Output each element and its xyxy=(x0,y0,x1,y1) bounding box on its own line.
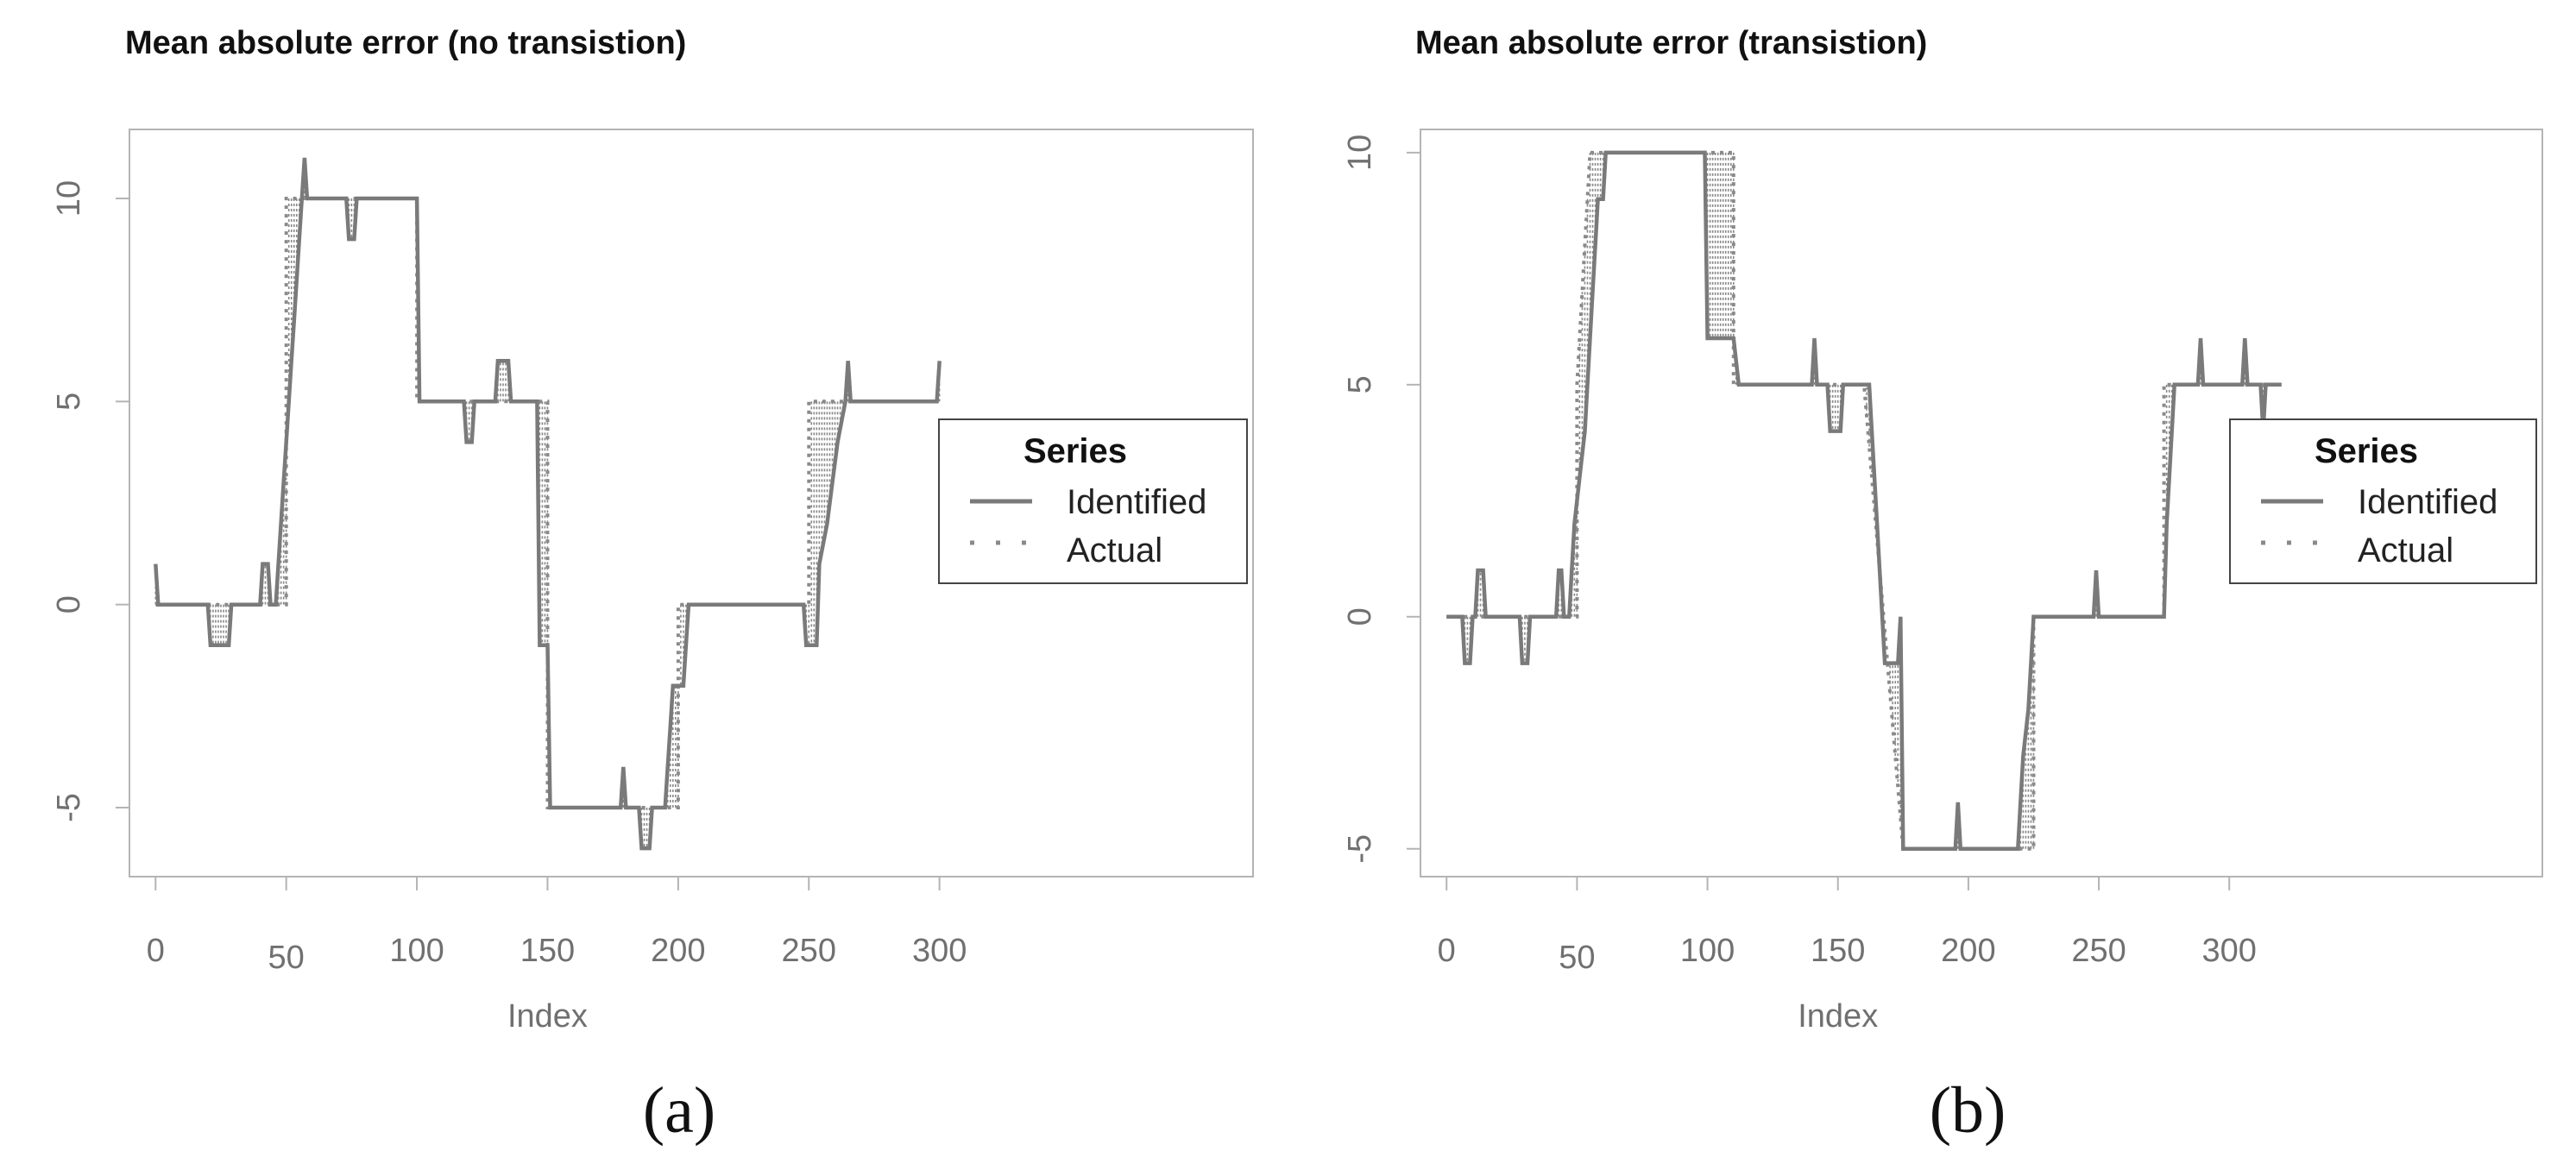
legend-title: Series xyxy=(1023,432,1127,470)
plot-frame xyxy=(1420,129,2543,878)
legend-box xyxy=(938,418,1248,584)
x-tick-label: 0 xyxy=(1438,933,1456,969)
x-tick-label: 200 xyxy=(651,933,705,969)
legend-label-identified: Identified xyxy=(2358,483,2497,521)
x-tick-label: 300 xyxy=(2202,933,2257,969)
legend-label-identified: Identified xyxy=(1067,483,1206,521)
x-tick-label: 150 xyxy=(1811,933,1865,969)
y-tick-label: 5 xyxy=(51,393,87,411)
legend: Series Identified Actual xyxy=(2229,418,2537,584)
series-identified-line xyxy=(154,157,942,851)
y-tick-label: 0 xyxy=(1342,607,1378,626)
series-actual-line xyxy=(1446,150,2282,851)
error-hatching xyxy=(1464,152,2264,849)
x-tick-label: 100 xyxy=(389,933,444,969)
x-axis-label: Index xyxy=(507,998,588,1035)
y-tick-label: -5 xyxy=(51,793,87,822)
x-tick-label: 250 xyxy=(2071,933,2126,969)
x-tick-label: 300 xyxy=(912,933,967,969)
y-tick-label: 10 xyxy=(51,180,87,217)
x-axis-label: Index xyxy=(1798,998,1878,1035)
legend: Series Identified Actual xyxy=(938,418,1248,584)
legend-title: Series xyxy=(2315,432,2418,470)
x-tick-label: 50 xyxy=(268,940,305,976)
y-tick-label: 0 xyxy=(51,595,87,613)
x-tick-label: 200 xyxy=(1941,933,1995,969)
plot-frame xyxy=(129,129,1254,878)
chart-panel-b: Mean absolute error (transistion)0 50 100 1… xyxy=(1342,25,2543,1147)
series-identified-line xyxy=(1446,150,2282,851)
chart-title: Mean absolute error (transistion) xyxy=(1415,25,1927,61)
x-tick-label: 150 xyxy=(520,933,575,969)
chart-title: Mean absolute error (no transistion) xyxy=(125,25,686,61)
x-tick-label: 100 xyxy=(1680,933,1735,969)
legend-label-actual: Actual xyxy=(2358,532,2453,569)
panel-caption: (a) xyxy=(643,1074,715,1147)
panel-caption: (b) xyxy=(1930,1074,2006,1147)
legend-label-actual: Actual xyxy=(1067,532,1162,569)
y-tick-label: -5 xyxy=(1342,834,1378,864)
x-tick-label: 250 xyxy=(782,933,836,969)
y-tick-label: 5 xyxy=(1342,375,1378,393)
y-tick-label: 10 xyxy=(1342,135,1378,171)
x-tick-label: 0 xyxy=(147,933,165,969)
chart-panel-a: Mean absolute error (no transistion)0 50 1… xyxy=(51,25,1254,1147)
x-tick-label: 50 xyxy=(1559,940,1595,976)
